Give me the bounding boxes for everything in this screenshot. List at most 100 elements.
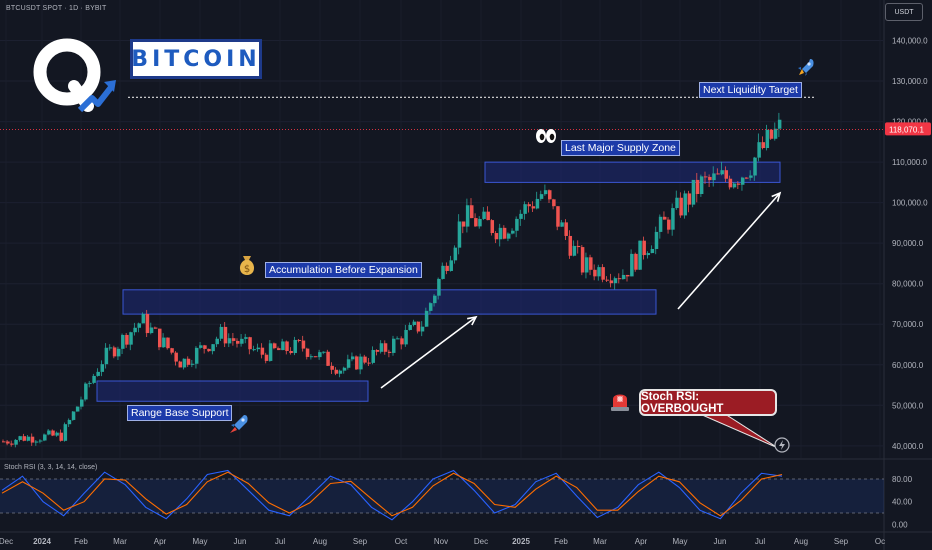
candle-body — [433, 295, 437, 304]
siren-icon — [611, 394, 629, 411]
x-tick-label: Dec — [0, 537, 13, 546]
candle-body — [285, 341, 289, 351]
candle-body — [437, 278, 441, 296]
candle-body — [268, 343, 273, 361]
candle-body — [777, 119, 782, 129]
candle-body — [494, 233, 499, 240]
candle-body — [506, 233, 511, 239]
candle-body — [92, 375, 96, 383]
candle-body — [428, 303, 433, 311]
currency-button[interactable]: USDT — [885, 3, 923, 21]
stoch-tick-label: 40.00 — [892, 498, 913, 507]
candle-body — [318, 352, 322, 358]
candle-body — [400, 338, 404, 345]
candle-body — [704, 176, 708, 178]
candle-body — [194, 347, 199, 364]
candle-body — [502, 227, 507, 239]
candle-body — [576, 245, 581, 248]
candle-body — [314, 356, 318, 358]
x-tick-label: Feb — [554, 537, 568, 546]
stoch-tick-label: 0.00 — [892, 520, 908, 529]
candle-body — [654, 231, 659, 249]
candle-body — [490, 220, 495, 234]
trend-arrow-head — [771, 191, 782, 202]
candle-body — [219, 326, 224, 339]
eyes-icon — [536, 129, 556, 143]
candle-body — [617, 278, 622, 280]
candle-body — [773, 128, 778, 139]
candle-body — [613, 278, 618, 284]
candle-body — [449, 260, 453, 271]
candle-body — [568, 235, 573, 256]
candle-body — [498, 227, 503, 240]
x-tick-label: Apr — [635, 537, 648, 546]
candle-body — [749, 175, 753, 178]
candle-body — [662, 216, 667, 220]
candle-body — [601, 267, 605, 280]
candle-body — [137, 323, 141, 328]
candle-body — [609, 280, 614, 284]
last-price-badge — [885, 122, 931, 136]
candle-body — [342, 367, 347, 371]
candle-body — [215, 338, 219, 345]
candle-body — [408, 324, 412, 330]
candle-body — [441, 265, 445, 279]
candle-body — [203, 345, 207, 349]
candle-body — [712, 173, 716, 181]
candle-body — [334, 369, 339, 374]
y-tick-label: 120,000.0 — [892, 118, 928, 127]
candle-body — [281, 341, 285, 351]
candle-body — [277, 348, 281, 351]
candle-body — [22, 436, 27, 441]
candle-body — [14, 439, 18, 445]
candle-body — [272, 343, 277, 349]
candle-body — [227, 338, 232, 344]
candle-body — [252, 349, 256, 351]
candle-body — [51, 430, 55, 436]
stoch-series-k — [1, 469, 783, 521]
x-tick-label: Feb — [74, 537, 88, 546]
candle-body — [720, 170, 724, 175]
candle-body — [539, 194, 544, 199]
candle-body — [757, 142, 761, 158]
candle-body — [424, 310, 429, 327]
candle-body — [621, 274, 626, 280]
y-tick-label: 60,000.0 — [892, 361, 924, 370]
candle-body — [671, 208, 675, 230]
candle-body — [761, 142, 765, 149]
candle-body — [363, 356, 367, 363]
lightning-icon[interactable] — [774, 437, 790, 453]
x-tick-label: May — [672, 537, 687, 546]
zone-rect — [484, 161, 781, 183]
candle-body — [240, 338, 244, 344]
candle-body — [96, 371, 100, 376]
candle-body — [461, 221, 466, 227]
candle-body — [326, 351, 330, 366]
candle-body — [26, 436, 31, 441]
candle-body — [695, 179, 700, 195]
candle-body — [724, 170, 729, 179]
x-tick-label: Mar — [113, 537, 127, 546]
candle-body — [30, 436, 35, 443]
y-tick-label: 80,000.0 — [892, 280, 924, 289]
stoch-band — [0, 479, 884, 513]
brand-banner: BITCOIN — [130, 39, 262, 79]
money-bag-icon: $ — [239, 256, 255, 275]
candle-body — [158, 328, 162, 348]
candle-body — [412, 321, 417, 325]
candle-body — [71, 411, 76, 420]
candle-body — [605, 279, 609, 281]
candle-body — [478, 218, 482, 227]
candle-body — [626, 274, 630, 277]
candle-body — [638, 240, 642, 270]
candle-body — [47, 430, 51, 435]
candle-body — [174, 352, 178, 362]
y-tick-label: 90,000.0 — [892, 239, 924, 248]
candle-body — [166, 337, 170, 349]
candle-body — [108, 347, 113, 349]
symbol-title: BTCUSDT SPOT · 1D · BYBIT — [6, 5, 107, 12]
candle-body — [736, 183, 741, 185]
candle-body — [256, 347, 261, 350]
candle-body — [675, 197, 679, 209]
candle-body — [548, 190, 552, 200]
